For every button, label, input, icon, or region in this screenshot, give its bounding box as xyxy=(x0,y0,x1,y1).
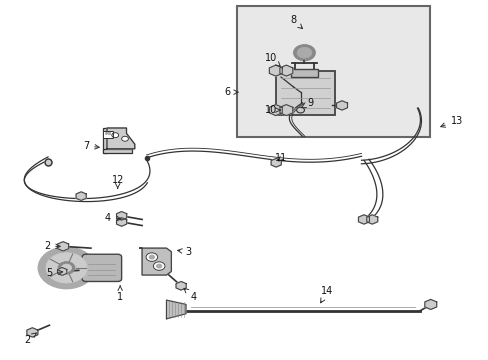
Polygon shape xyxy=(58,267,67,275)
Polygon shape xyxy=(140,248,171,275)
Text: 2: 2 xyxy=(44,241,60,251)
Bar xyxy=(103,149,132,153)
Text: 6: 6 xyxy=(224,87,238,97)
Polygon shape xyxy=(58,242,68,251)
Text: 1: 1 xyxy=(117,286,123,302)
Text: 5: 5 xyxy=(46,268,62,278)
Text: 9: 9 xyxy=(301,98,313,108)
Polygon shape xyxy=(424,300,436,310)
Circle shape xyxy=(293,45,315,60)
Polygon shape xyxy=(76,192,86,201)
Circle shape xyxy=(297,47,311,58)
Circle shape xyxy=(296,107,304,113)
Text: 3: 3 xyxy=(177,247,191,257)
Polygon shape xyxy=(116,212,126,220)
Polygon shape xyxy=(269,65,282,76)
Text: 2: 2 xyxy=(24,333,36,345)
Polygon shape xyxy=(279,65,292,76)
Polygon shape xyxy=(270,158,281,167)
FancyBboxPatch shape xyxy=(82,254,122,282)
Circle shape xyxy=(46,253,87,283)
Circle shape xyxy=(61,264,71,271)
Text: 10: 10 xyxy=(264,53,280,66)
Polygon shape xyxy=(176,282,186,290)
Polygon shape xyxy=(336,101,347,110)
Polygon shape xyxy=(166,300,185,319)
Bar xyxy=(103,131,113,138)
Polygon shape xyxy=(358,215,369,224)
Polygon shape xyxy=(107,128,135,149)
Polygon shape xyxy=(27,328,38,337)
Text: 12: 12 xyxy=(111,175,123,188)
Bar xyxy=(237,6,429,137)
Polygon shape xyxy=(116,218,126,226)
Text: 14: 14 xyxy=(320,286,333,303)
Circle shape xyxy=(122,136,128,141)
Polygon shape xyxy=(279,105,292,116)
Circle shape xyxy=(153,262,164,270)
Bar xyxy=(103,128,107,153)
Circle shape xyxy=(157,264,161,268)
Circle shape xyxy=(38,247,95,289)
Text: 11: 11 xyxy=(274,153,286,163)
Text: 10: 10 xyxy=(264,105,280,115)
Circle shape xyxy=(112,133,119,138)
Circle shape xyxy=(149,255,154,259)
Circle shape xyxy=(146,253,158,261)
FancyBboxPatch shape xyxy=(291,69,317,77)
Text: 4: 4 xyxy=(105,213,121,222)
Text: 8: 8 xyxy=(289,15,302,28)
Polygon shape xyxy=(269,105,282,116)
Text: 4: 4 xyxy=(183,288,196,302)
Text: 13: 13 xyxy=(440,116,462,127)
Circle shape xyxy=(58,262,75,274)
Text: 7: 7 xyxy=(83,141,99,151)
Polygon shape xyxy=(366,215,377,224)
Text: GMO: GMO xyxy=(104,132,111,136)
FancyBboxPatch shape xyxy=(276,71,334,116)
